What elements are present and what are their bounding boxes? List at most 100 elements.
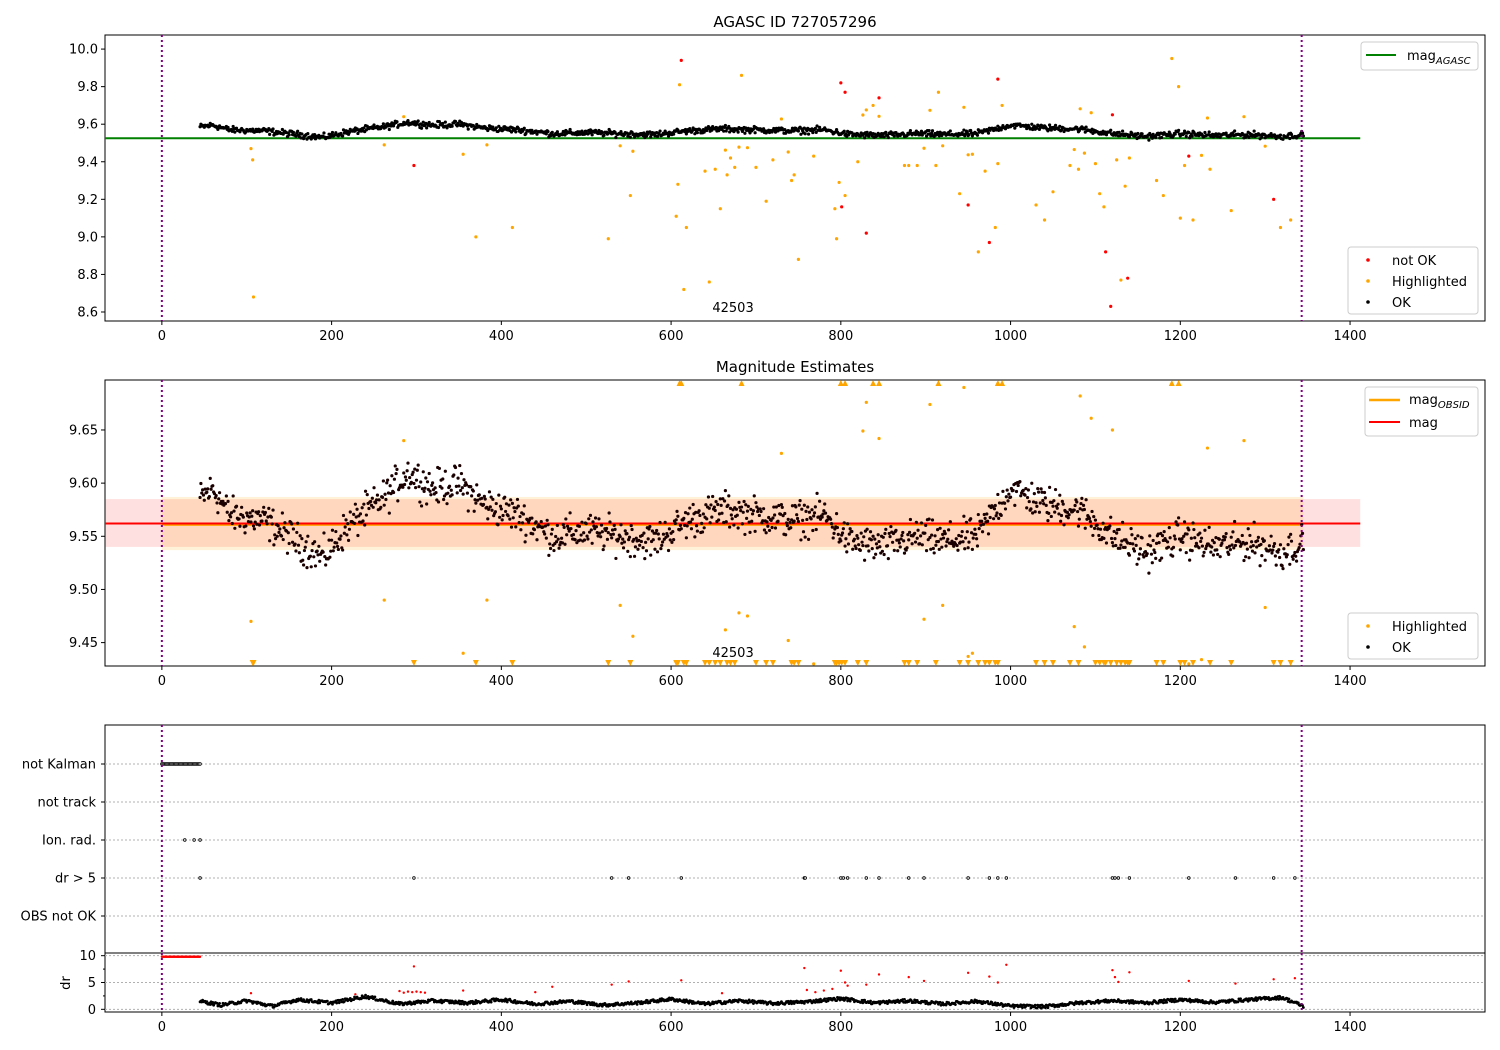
dr-ok-point (325, 999, 329, 1003)
ok-point (916, 130, 920, 135)
dr-not-ok-point (680, 979, 683, 982)
ok-point (910, 542, 914, 546)
ok-point (1059, 519, 1063, 523)
ok-point (764, 531, 768, 535)
ok-point (832, 531, 836, 535)
ok-point (545, 518, 549, 522)
ion-rad-point (192, 838, 196, 842)
highlighted-point (861, 113, 865, 117)
ok-point (264, 519, 268, 523)
highlighted-above-range-marker (738, 380, 745, 386)
highlighted-point (1191, 218, 1195, 222)
ok-point (295, 530, 299, 535)
ok-point (470, 494, 474, 498)
ok-point (798, 498, 802, 503)
highlighted-below-range-marker (901, 660, 908, 666)
ok-point (1129, 526, 1133, 531)
ok-point (532, 527, 537, 532)
ok-point (1133, 537, 1137, 541)
ok-point (1110, 541, 1115, 545)
dr-not-ok-point (419, 990, 422, 994)
ok-point (226, 125, 230, 130)
ok-point (1182, 520, 1187, 524)
ok-point (1150, 136, 1154, 140)
ok-point (1294, 559, 1299, 563)
ok-point (935, 528, 940, 532)
ok-point (691, 502, 695, 507)
highlighted-below-range-marker (1113, 660, 1120, 666)
ok-point (718, 497, 722, 501)
ok-point (1140, 132, 1144, 136)
ok-point (541, 525, 545, 529)
highlighted-below-range-marker (854, 660, 861, 666)
not-ok-point (412, 163, 416, 168)
ok-point (1006, 499, 1010, 503)
ok-point (1165, 540, 1170, 544)
dr-ok-point (1046, 1006, 1050, 1010)
ok-point (795, 516, 800, 521)
ok-point (1154, 135, 1158, 140)
highlighted-point (707, 280, 711, 284)
ok-point (986, 519, 990, 523)
ok-point (511, 516, 515, 520)
ok-point (584, 522, 588, 526)
x-tick-label: 600 (659, 1020, 684, 1035)
dr-ok-point (648, 1001, 652, 1005)
ok-point (829, 521, 834, 526)
ok-point (1280, 564, 1284, 568)
ok-point (330, 538, 334, 542)
ok-point (1248, 533, 1252, 538)
ok-point (330, 528, 335, 532)
ok-point (930, 518, 935, 522)
ok-point (1198, 531, 1202, 535)
ok-point (983, 516, 987, 520)
ok-point (1204, 547, 1208, 551)
ok-point (341, 548, 345, 552)
not-ok-point (1109, 304, 1113, 308)
ok-point (806, 132, 811, 136)
ok-point (512, 506, 516, 510)
highlighted-point (928, 402, 932, 407)
ok-point (623, 529, 627, 533)
ok-point (836, 532, 840, 536)
ok-point (1135, 562, 1139, 566)
ok-point (1153, 550, 1157, 555)
ok-point (802, 503, 806, 507)
ok-point (629, 523, 633, 528)
highlighted-point (713, 167, 717, 171)
ok-point (304, 540, 308, 544)
ok-point (501, 513, 505, 518)
ok-point (600, 131, 604, 135)
ok-point (905, 546, 909, 550)
ok-point (234, 504, 239, 508)
ok-point (902, 551, 907, 555)
x-tick-label: 1200 (1164, 1020, 1197, 1035)
ok-point (358, 512, 363, 516)
ok-point (580, 520, 584, 524)
ok-point (630, 527, 634, 532)
ok-point (353, 502, 357, 506)
ok-point (395, 467, 399, 471)
ok-point (884, 527, 888, 531)
ok-point (886, 557, 890, 561)
ok-point (663, 520, 667, 524)
ok-point (1160, 556, 1164, 560)
ok-point (612, 523, 616, 527)
ok-point (1035, 126, 1039, 130)
x-tick-label: 1000 (994, 674, 1027, 689)
ok-point (850, 529, 854, 534)
ok-point (767, 528, 772, 533)
ok-point (1138, 547, 1143, 551)
ok-point (453, 119, 458, 124)
ok-point (382, 503, 386, 507)
ok-point (595, 531, 599, 535)
ok-point (260, 519, 264, 523)
dr-not-ok-point (398, 989, 401, 993)
ok-point (1024, 487, 1028, 491)
ok-point (1034, 501, 1038, 505)
dr-not-ok-point (996, 981, 1000, 984)
dr-gt-5-point (996, 876, 1000, 880)
ok-point (765, 520, 769, 524)
highlighted-point (674, 214, 678, 218)
ok-point (744, 503, 748, 507)
